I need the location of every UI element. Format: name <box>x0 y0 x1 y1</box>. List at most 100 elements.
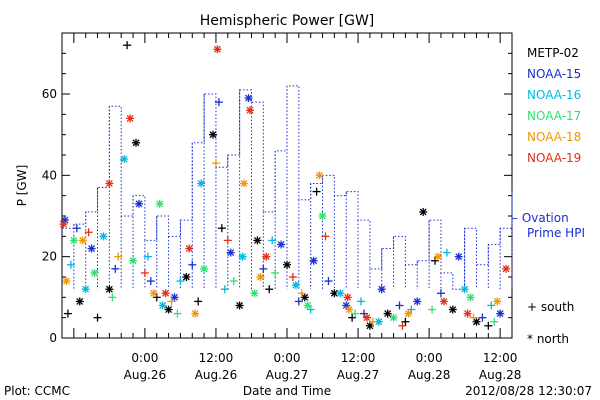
point-south <box>143 252 152 261</box>
point-north-stroke <box>413 297 421 305</box>
point-south <box>167 297 176 306</box>
point-north-stroke <box>404 310 412 318</box>
point-north <box>240 179 249 188</box>
point-north-stroke <box>277 241 285 248</box>
point-south <box>487 301 496 310</box>
point-north <box>62 277 71 286</box>
point-north-stroke <box>464 310 472 318</box>
point-north <box>300 293 309 302</box>
point-north-stroke <box>345 306 353 313</box>
x-tick-label: 12:00 <box>341 351 376 365</box>
point-north <box>448 305 457 314</box>
point-north <box>404 309 413 318</box>
point-south <box>312 187 321 196</box>
point-north <box>454 252 463 261</box>
point-north-stroke <box>304 302 312 309</box>
chart-title: Hemispheric Power [GW] <box>200 13 375 29</box>
point-south <box>214 98 223 107</box>
point-north-stroke <box>449 306 457 313</box>
x-tick-date-label: Aug.26 <box>124 368 167 382</box>
point-north-stroke <box>209 131 217 139</box>
x-tick-label: 0:00 <box>416 351 443 365</box>
x-tick-date-label: Aug.27 <box>266 368 309 382</box>
plot-frame <box>61 32 513 339</box>
point-north <box>362 313 371 322</box>
point-north-stroke <box>99 232 107 240</box>
point-south <box>294 297 303 306</box>
point-north <box>493 297 502 306</box>
point-north <box>460 285 469 294</box>
point-south <box>152 293 161 302</box>
point-north <box>389 313 398 322</box>
point-south <box>469 313 478 322</box>
point-south <box>176 277 185 286</box>
point-north-stroke <box>378 285 386 293</box>
point-north-stroke <box>344 293 352 301</box>
point-north <box>132 138 141 147</box>
point-north-stroke <box>239 253 247 261</box>
point-north <box>463 309 472 318</box>
point-north <box>185 244 194 253</box>
point-north-stroke <box>76 297 84 305</box>
point-north-stroke <box>493 297 501 305</box>
point-north-stroke <box>245 94 252 102</box>
point-north <box>472 317 481 326</box>
point-north-stroke <box>283 261 291 269</box>
point-north <box>158 301 167 310</box>
point-north <box>245 106 254 115</box>
point-north <box>291 281 300 290</box>
point-north-stroke <box>316 171 324 179</box>
point-south <box>324 277 333 286</box>
point-north <box>200 264 209 273</box>
point-north-stroke <box>105 285 113 293</box>
point-south <box>490 317 499 326</box>
series-noaa-18 <box>62 159 502 326</box>
x-tick-date-label: Aug.26 <box>195 368 238 382</box>
point-south <box>306 305 315 314</box>
point-north-stroke <box>440 297 448 305</box>
point-south <box>407 305 416 314</box>
point-north-stroke <box>182 273 190 281</box>
legend-entry: NOAA-19 <box>527 151 581 165</box>
point-south <box>188 260 197 269</box>
point-north-stroke <box>135 200 143 208</box>
point-north-stroke <box>70 236 78 244</box>
point-north-stroke <box>384 310 392 318</box>
point-north <box>155 199 164 208</box>
point-north <box>164 305 173 314</box>
y-tick-label: 0 <box>49 331 57 345</box>
point-north-stroke <box>150 289 158 297</box>
point-north-stroke <box>366 322 374 330</box>
point-north <box>208 130 217 139</box>
point-north-stroke <box>171 293 178 301</box>
point-north-stroke <box>191 310 199 318</box>
point-north <box>262 252 271 261</box>
legend-entry: NOAA-15 <box>527 67 581 81</box>
point-north <box>309 256 318 265</box>
point-north-stroke <box>390 314 398 322</box>
point-north-stroke <box>419 208 427 216</box>
point-north-stroke <box>105 180 113 187</box>
x-tick-label: 12:00 <box>199 351 234 365</box>
point-north-stroke <box>310 257 318 265</box>
point-north <box>419 207 428 216</box>
point-south <box>265 285 274 294</box>
point-north-stroke <box>319 212 326 220</box>
point-north <box>345 305 354 314</box>
plot-timestamp: 2012/08/28 12:30:07 <box>465 384 592 398</box>
point-north-stroke <box>496 310 504 318</box>
x-tick-date-label: Aug.27 <box>337 368 380 382</box>
point-north-stroke <box>82 285 90 293</box>
y-axis: 0 20 40 60 <box>42 32 512 345</box>
point-south <box>146 277 155 286</box>
point-south <box>63 309 72 318</box>
point-south <box>359 309 368 318</box>
point-north <box>213 45 222 54</box>
point-north-stroke <box>434 253 442 261</box>
point-north-stroke <box>60 220 67 228</box>
point-north <box>253 236 262 245</box>
point-north-stroke <box>253 236 261 244</box>
point-north <box>342 301 351 310</box>
plot-credit: Plot: CCMC <box>4 384 70 398</box>
point-south <box>442 248 451 257</box>
